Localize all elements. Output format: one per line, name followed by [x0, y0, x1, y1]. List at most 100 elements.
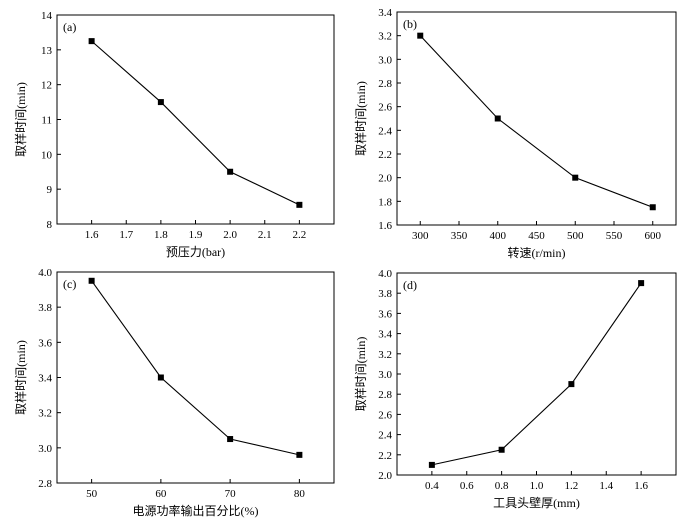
y-tick-label: 3.2 [378, 31, 392, 43]
x-tick-label: 1.9 [189, 229, 203, 241]
x-tick-label: 1.7 [119, 229, 133, 241]
y-tick-label: 2.2 [378, 450, 392, 462]
chart-panel-3: 50 60 70 80 2.8 3.0 3.2 3.4 3.6 3.8 4.0 (c) 电源功率输出百分… [13, 267, 335, 518]
x-tick-label: 0.8 [495, 480, 509, 492]
y-tick-label: 2.4 [378, 125, 392, 137]
y-axis-label: 取样时间(min) [353, 81, 368, 156]
data-point [88, 277, 95, 284]
panel-label: (a) [63, 20, 76, 34]
x-tick-label: 0.4 [425, 480, 439, 492]
data-point [498, 446, 505, 453]
data-point [296, 451, 303, 458]
data-point [417, 32, 424, 39]
plot-frame [396, 11, 677, 226]
y-tick-label: 2.8 [38, 478, 52, 490]
y-tick-label: 2.0 [378, 173, 392, 185]
series-line [91, 40, 300, 206]
x-tick-label: 350 [451, 230, 468, 242]
x-axis-label: 工具头壁厚(mm) [493, 495, 580, 510]
y-tick-label: 3.4 [38, 373, 52, 385]
y-tick-label: 2.2 [378, 149, 392, 161]
series-line [91, 280, 300, 456]
plot-frame [56, 271, 335, 484]
chart-panel-4: 0.4 0.6 0.8 1.0 1.2 1.4 1.6 2.0 2.2 2.4 2.6 2.8 3.0 3… [353, 268, 677, 510]
y-axis-label: 取样时间(min) [13, 82, 28, 157]
y-tick-label: 4.0 [38, 267, 52, 279]
y-tick-label: 8 [47, 219, 53, 231]
y-tick-label: 2.8 [378, 389, 392, 401]
x-tick-label: 2.2 [293, 229, 307, 241]
data-point [568, 381, 575, 388]
x-tick-label: 500 [567, 230, 584, 242]
x-tick-label: 600 [645, 230, 662, 242]
data-point [157, 374, 164, 381]
y-tick-label: 11 [41, 115, 52, 127]
x-tick-label: 80 [294, 488, 306, 500]
x-tick-label: 70 [225, 488, 237, 500]
data-point [494, 115, 501, 122]
data-point [638, 280, 645, 287]
y-tick-label: 10 [41, 149, 53, 161]
data-point [227, 436, 234, 443]
y-axis-label: 取样时间(min) [353, 337, 368, 412]
y-tick-label: 3.0 [378, 369, 392, 381]
y-tick-label: 2.4 [378, 430, 392, 442]
data-point [428, 461, 435, 468]
y-tick-label: 3.8 [38, 302, 52, 314]
y-tick-label: 13 [41, 45, 53, 57]
y-tick-label: 3.4 [378, 7, 392, 19]
y-tick-label: 2.6 [378, 409, 392, 421]
x-tick-label: 400 [490, 230, 507, 242]
x-tick-label: 2.0 [223, 229, 237, 241]
x-tick-label: 1.8 [154, 229, 168, 241]
y-tick-label: 3.0 [38, 443, 52, 455]
panel-label: (d) [403, 278, 417, 292]
y-axis-label: 取样时间(min) [13, 340, 28, 415]
x-axis-label: 转速(r/min) [508, 245, 566, 260]
y-tick-label: 3.2 [38, 408, 52, 420]
y-tick-label: 2.6 [378, 102, 392, 114]
y-tick-label: 9 [47, 184, 53, 196]
x-tick-label: 50 [86, 488, 98, 500]
x-tick-label: 1.4 [599, 480, 613, 492]
y-tick-label: 4.0 [378, 268, 392, 280]
plot-frame [396, 272, 677, 476]
y-tick-label: 3.0 [378, 54, 392, 66]
x-axis-label: 电源功率输出百分比(%) [133, 503, 259, 518]
y-tick-label: 12 [41, 80, 52, 92]
y-tick-label: 3.4 [378, 329, 392, 341]
data-point [157, 99, 164, 106]
x-tick-label: 450 [528, 230, 545, 242]
y-tick-label: 2.0 [378, 470, 392, 482]
y-tick-label: 2.8 [378, 78, 392, 90]
x-tick-label: 550 [606, 230, 623, 242]
x-tick-label: 1.6 [85, 229, 99, 241]
data-point [572, 174, 579, 181]
y-tick-label: 14 [41, 10, 53, 22]
data-point [649, 204, 656, 211]
y-tick-label: 1.6 [378, 220, 392, 232]
x-tick-label: 2.1 [258, 229, 272, 241]
chart-panel-1: 1.6 1.7 1.8 1.9 2.0 2.1 2.2 8 9 10 11 12 13 14 (a) 预压力(… [13, 10, 335, 259]
series-line [431, 282, 642, 466]
panel-label: (c) [63, 277, 76, 291]
y-tick-label: 3.2 [378, 349, 392, 361]
data-point [296, 201, 303, 208]
x-tick-label: 0.6 [460, 480, 474, 492]
y-tick-label: 3.6 [38, 337, 52, 349]
series-line [419, 35, 653, 208]
y-tick-label: 3.8 [378, 288, 392, 300]
x-tick-label: 1.0 [530, 480, 544, 492]
plot-frame [56, 14, 335, 225]
y-tick-label: 1.8 [378, 196, 392, 208]
x-tick-label: 1.2 [565, 480, 579, 492]
y-tick-label: 3.6 [378, 308, 392, 320]
x-tick-label: 1.6 [634, 480, 648, 492]
data-point [88, 38, 95, 45]
x-tick-label: 60 [155, 488, 167, 500]
panel-label: (b) [403, 17, 417, 31]
x-axis-label: 预压力(bar) [166, 245, 225, 259]
x-tick-label: 300 [412, 230, 429, 242]
chart-panel-2: 300 350 400 450 500 550 600 1.6 1.8 2.0 2.2 2.4 2.6 2… [353, 7, 677, 260]
